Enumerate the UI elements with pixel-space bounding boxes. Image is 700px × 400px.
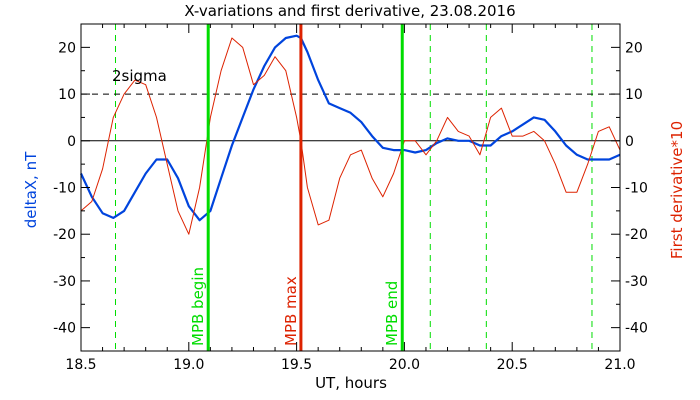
chart-title: X-variations and first derivative, 23.08… — [184, 2, 515, 20]
reference-lines — [81, 24, 620, 351]
event-marker-label-0: MPB begin — [189, 267, 207, 346]
y-tick-label-right-3: -10 — [625, 181, 648, 197]
series-lines — [80, 34, 621, 235]
y-tick-label-right-0: 20 — [625, 40, 643, 56]
x-tick-label-4: 20.5 — [497, 357, 528, 373]
y-tick-label-left-5: -30 — [53, 274, 76, 290]
x-tick-label-3: 20.0 — [389, 357, 420, 373]
y-axis-label-right: First derivative*10 — [668, 121, 686, 259]
y-tick-label-right-5: -30 — [625, 274, 648, 290]
x-tick-label-0: 18.5 — [65, 357, 96, 373]
sigma-label: 2sigma — [112, 67, 167, 85]
x-tick-label-2: 19.5 — [281, 357, 312, 373]
x-tick-label-5: 21.0 — [604, 357, 635, 373]
y-tick-label-left-1: 10 — [58, 87, 76, 103]
y-tick-label-left-6: -40 — [53, 321, 76, 337]
y-tick-label-left-2: 0 — [67, 134, 76, 150]
y-tick-label-left-0: 20 — [58, 40, 76, 56]
x-tick-label-1: 19.0 — [173, 357, 204, 373]
series-line-derivative — [80, 37, 621, 235]
y-tick-label-right-2: 0 — [625, 134, 634, 150]
axes: 18.5 19.0 19.5 20.0 20.5 21.0 20 20 10 10 0 0 -10 -10… — [53, 23, 648, 373]
series-line-deltax — [80, 34, 621, 222]
y-tick-label-left-4: -20 — [53, 227, 76, 243]
y-tick-label-right-4: -20 — [625, 227, 648, 243]
event-marker-label-1: MPB max — [282, 276, 300, 346]
event-markers: MPB begin MPB max MPB end — [189, 24, 404, 351]
y-tick-label-right-6: -40 — [625, 321, 648, 337]
x-axis-label: UT, hours — [315, 374, 387, 392]
y-tick-label-right-1: 10 — [625, 87, 643, 103]
y-axis-label-left: deltaX, nT — [22, 151, 40, 228]
y-tick-label-left-3: -10 — [53, 181, 76, 197]
event-marker-label-2: MPB end — [383, 281, 401, 346]
